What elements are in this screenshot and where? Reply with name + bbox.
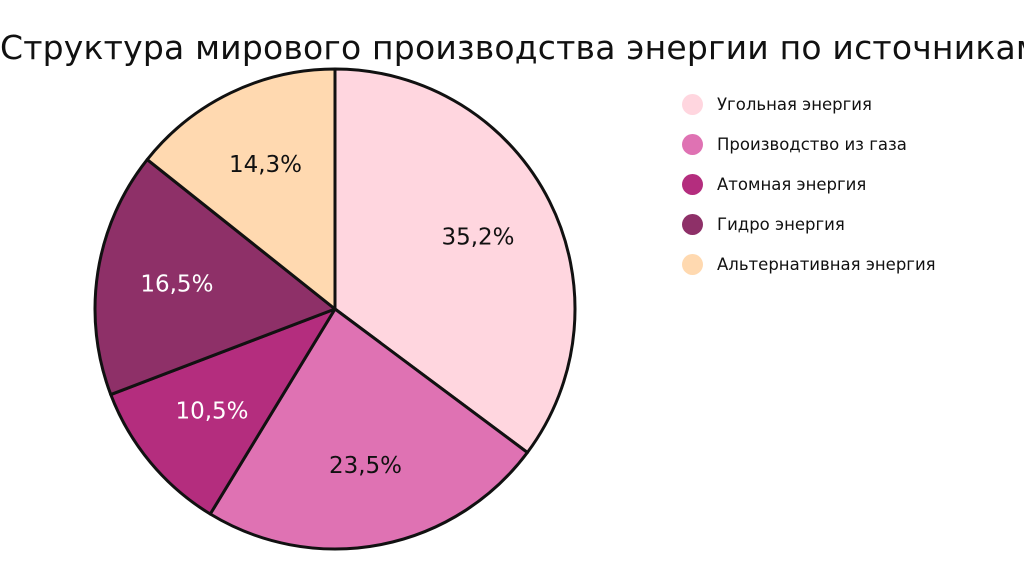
slice-value-label-nuclear: 10,5% [175, 398, 248, 424]
legend-label-alternative: Альтернативная энергия [717, 254, 936, 274]
slice-value-label-alternative: 14,3% [229, 152, 302, 178]
legend-item-hydro: Гидро энергия [682, 204, 936, 244]
legend-swatch-gas [682, 133, 703, 155]
pie-slice-nuclear [109, 307, 337, 516]
legend-label-nuclear: Атомная энергия [717, 174, 867, 194]
legend-swatch-coal [682, 93, 703, 115]
pie-slice-hydro [93, 158, 337, 397]
slice-value-label-hydro: 16,5% [140, 272, 213, 298]
legend-swatch-hydro [682, 213, 703, 235]
slice-value-label-gas: 23,5% [329, 453, 402, 479]
pie-slice-coal [333, 67, 577, 454]
pie-slice-gas [208, 307, 529, 551]
legend-label-hydro: Гидро энергия [717, 214, 845, 234]
legend-label-coal: Угольная энергия [717, 94, 872, 114]
pie-slice-alternative [145, 67, 337, 311]
legend-item-alternative: Альтернативная энергия [682, 244, 936, 284]
legend-swatch-alternative [682, 253, 703, 275]
legend-label-gas: Производство из газа [717, 134, 907, 154]
legend-swatch-nuclear [682, 173, 703, 195]
legend-item-coal: Угольная энергия [682, 84, 936, 124]
chart-title: Структура мирового производства энергии … [0, 28, 1024, 67]
legend-item-gas: Производство из газа [682, 124, 936, 164]
slice-value-label-coal: 35,2% [441, 224, 514, 250]
legend-item-nuclear: Атомная энергия [682, 164, 936, 204]
legend: Угольная энергия Производство из газа Ат… [682, 84, 936, 284]
